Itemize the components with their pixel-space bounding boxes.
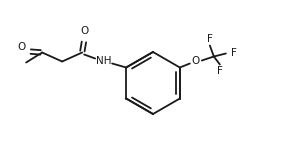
Text: O: O (17, 42, 25, 51)
Text: F: F (217, 66, 223, 75)
Text: F: F (231, 49, 237, 58)
Text: O: O (80, 26, 88, 35)
Text: F: F (207, 35, 213, 44)
Text: NH: NH (96, 55, 112, 66)
Text: O: O (192, 57, 200, 66)
